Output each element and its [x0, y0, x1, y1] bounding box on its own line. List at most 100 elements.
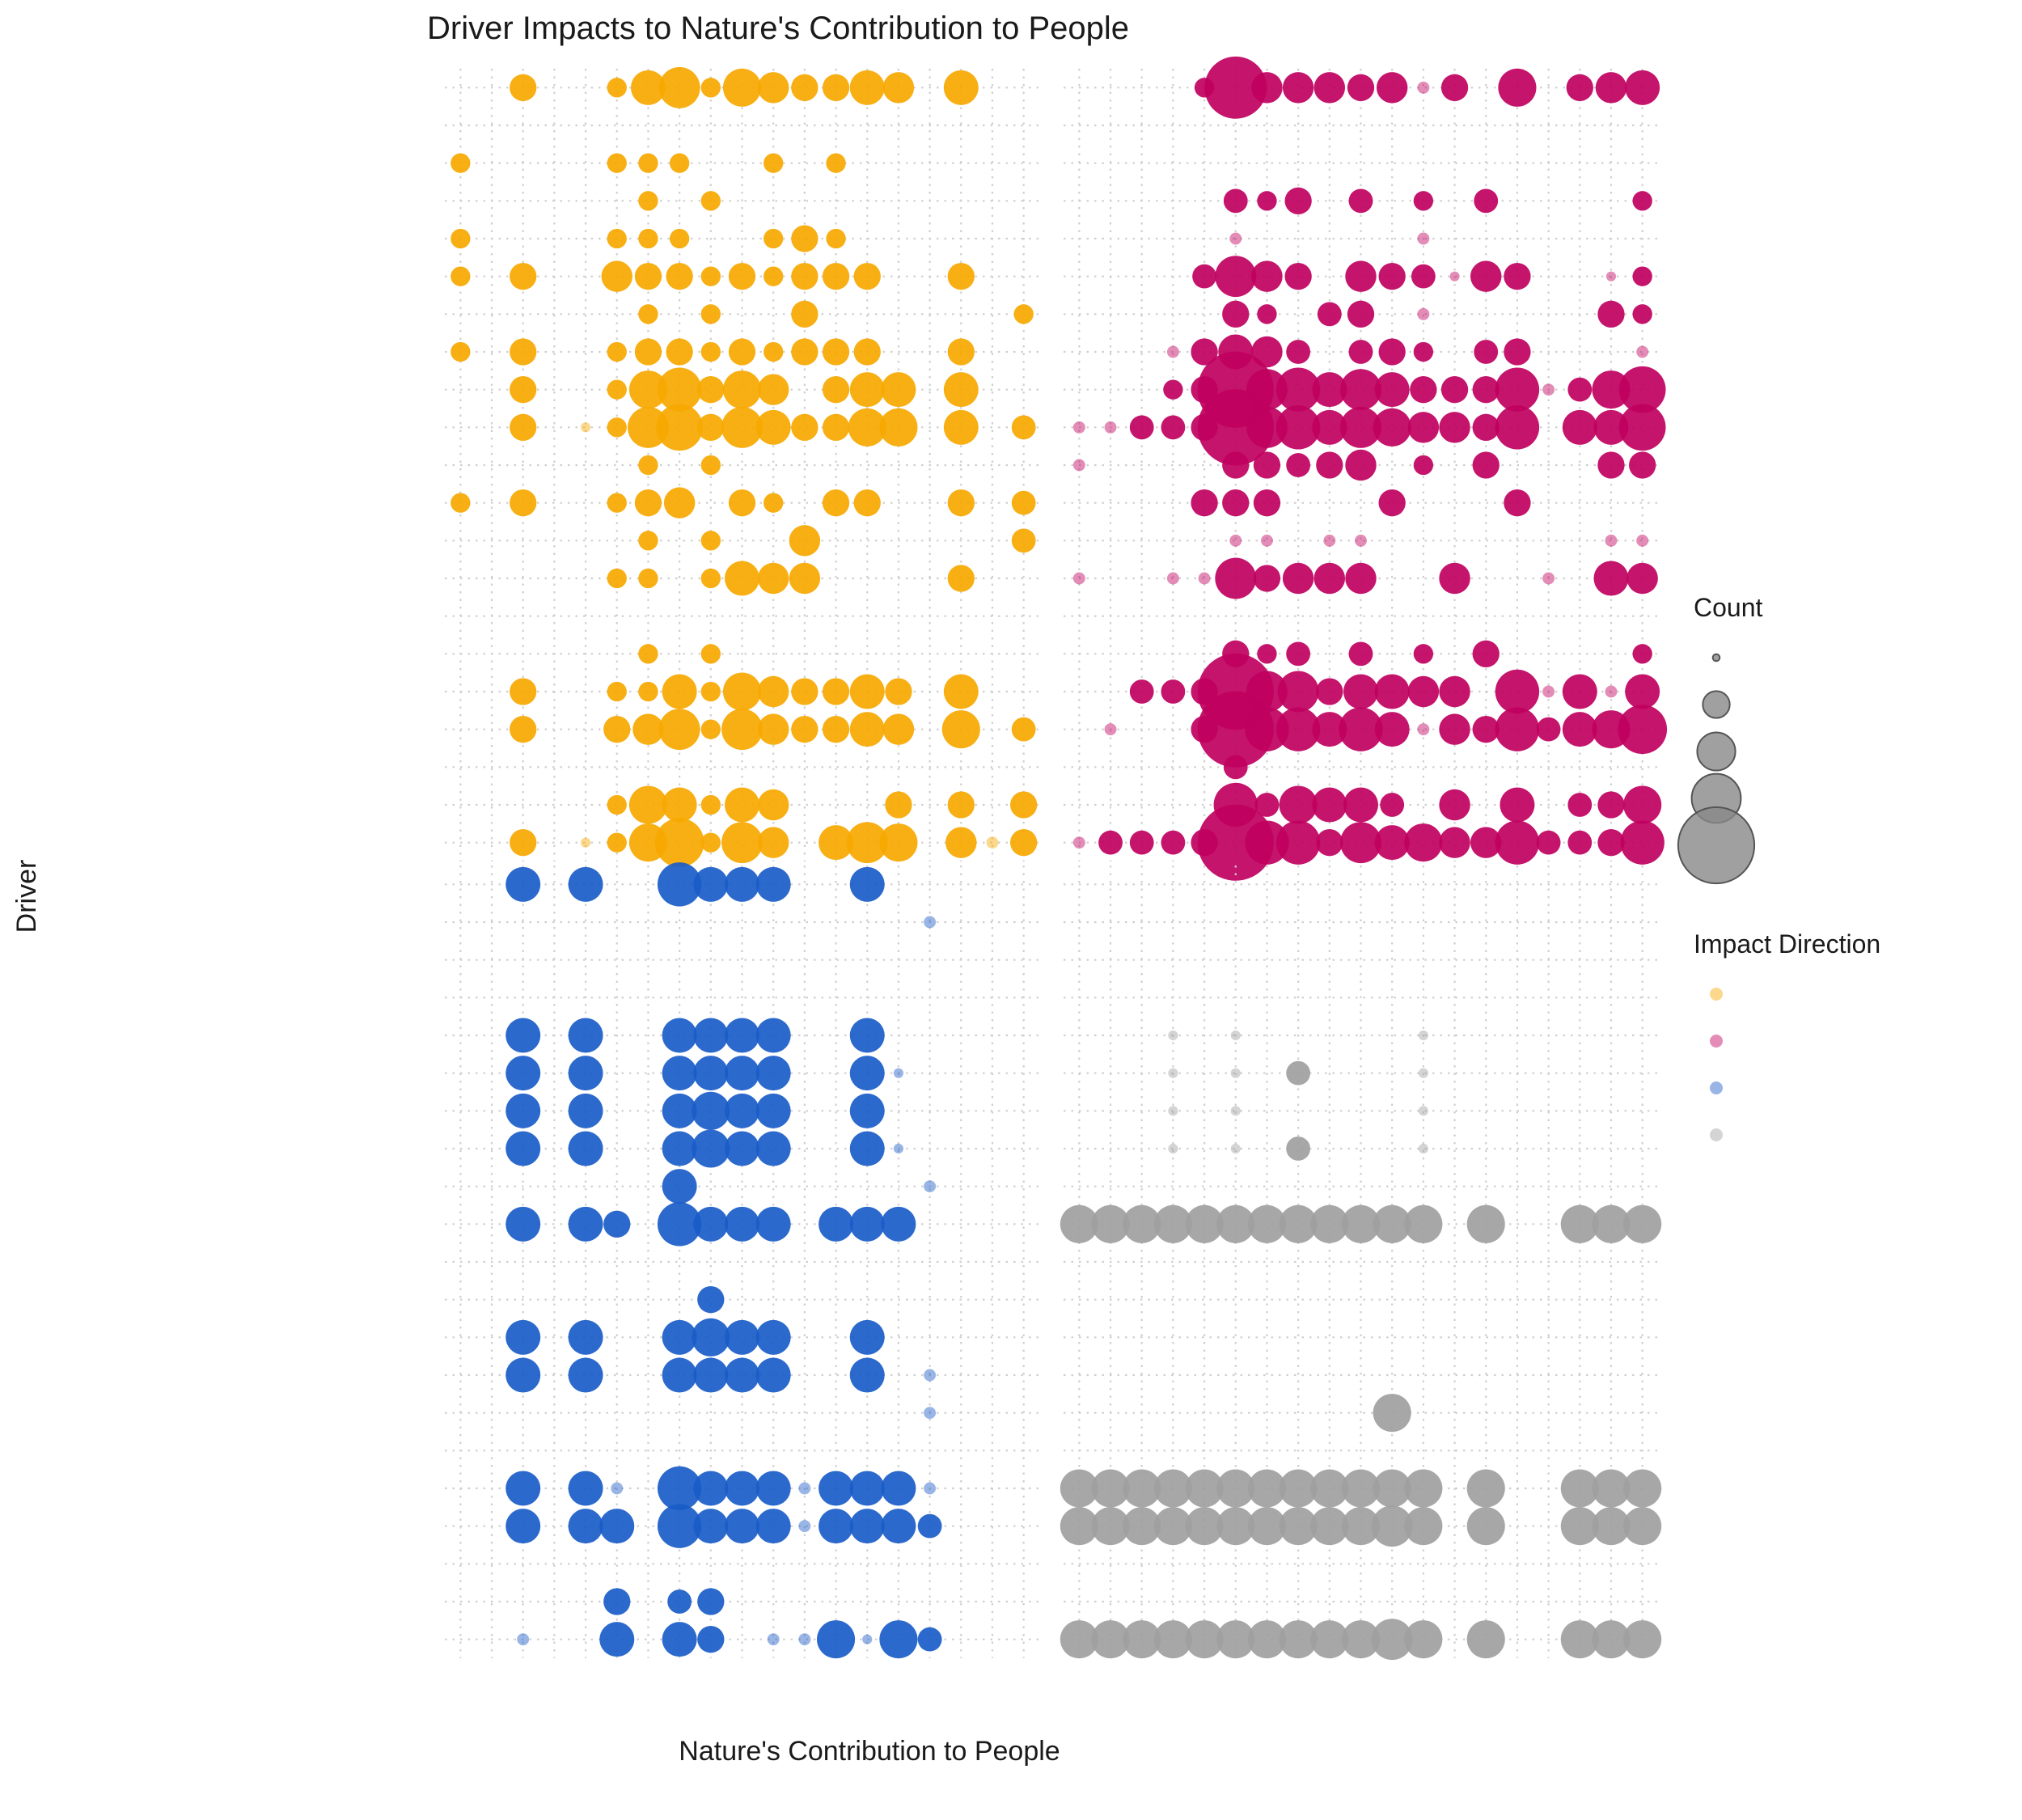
point-precipitation-directional-change-medicinal: [822, 413, 850, 441]
point-precipitation-variability-habitat: [657, 367, 702, 412]
color-legend-key: [1710, 988, 1723, 1001]
point-climate-change-generic-pollination: [1560, 1507, 1599, 1546]
color-legend-key: [1710, 1128, 1723, 1141]
point-precipitation-directional-change-habitat: [656, 404, 703, 451]
point-climate-change-generic-hazards: [693, 1509, 729, 1544]
point-precipitation-variability-pollination: [1567, 377, 1593, 402]
point-climate-change-generic-climate: [510, 716, 537, 743]
point-air-temperature-directional-change-food-feed: [1197, 804, 1274, 881]
point-permafrost-melt-identities: [1345, 449, 1377, 481]
point-sea-ice-area-change-hazards: [692, 1129, 730, 1168]
point-floods-climate: [506, 1357, 541, 1393]
point-hurricanes-hazards: [1323, 534, 1336, 547]
point-ocean-currents-experiences: [1191, 489, 1218, 517]
point-air-temperature-directional-change-options: [1470, 827, 1502, 858]
point-drought-learning: [1373, 1469, 1411, 1508]
point-climate-change-generic-food-feed: [1216, 1507, 1255, 1546]
point-precipitation-variability-food-feed: [607, 379, 627, 400]
point-air-temperature-directional-change-food-feed: [1216, 1620, 1255, 1659]
point-drought-climate: [510, 678, 537, 705]
point-ocean-currents-options: [853, 489, 881, 517]
point-snow-pack-change-options: [1474, 188, 1499, 214]
point-wildfires-water-quality: [1625, 70, 1660, 105]
point-sea-ice-area-change-materials: [1413, 341, 1434, 362]
point-precipitation-directional-change-pollination: [1562, 409, 1597, 445]
point-floods-learning: [757, 562, 789, 595]
point-climate-change-generic-materials: [1404, 1507, 1443, 1546]
point-ocean-currents-learning: [1378, 489, 1406, 517]
point-air-temperature-directional-change-water-quality: [1620, 820, 1665, 865]
point-air-temperature-directional-change-other: [917, 1627, 942, 1652]
point-sea-ice-area-change-medicinal: [822, 338, 850, 366]
point-drought-soil-protection: [1605, 685, 1618, 698]
point-sea-temperature-change-habitat: [666, 263, 693, 290]
point-air-temperature-directional-change-materials: [1404, 823, 1443, 862]
point-sea-ice-area-change-experiences: [568, 1131, 603, 1166]
point-air-temperature-variability-habitat: [1279, 785, 1318, 824]
point-sea-level-rise-water-quality: [1013, 304, 1034, 324]
point-precipitation-directional-change-food-feed: [607, 417, 627, 438]
point-ocean-currents-freshwater: [634, 489, 662, 517]
point-precipitation-directional-change-organisms: [881, 1206, 916, 1242]
point-air-temperature-directional-change-pollination: [945, 827, 977, 858]
point-air-temperature-directional-change-acidification: [1060, 1620, 1098, 1659]
point-sea-ice-area-change-freshwater: [634, 338, 662, 366]
point-climate-change-generic-water-quality: [1623, 1507, 1662, 1546]
point-wildfires-habitat: [658, 66, 700, 108]
point-air-temperature-directional-change-pollination: [1567, 830, 1593, 855]
point-sea-level-rise-experiences: [568, 1093, 603, 1128]
point-air-temperature-directional-change-air-quality: [1091, 1620, 1130, 1659]
point-hurricanes-experiences: [568, 1319, 603, 1355]
point-sea-level-rise-freshwater: [1257, 304, 1277, 324]
point-precipitation-variability-climate: [510, 376, 537, 404]
point-emissions-concentration-change-freshwater: [1257, 644, 1277, 664]
point-floods-learning: [755, 1357, 791, 1393]
point-sea-temperature-change-food-feed: [601, 260, 632, 292]
point-sea-ice-area-change-climate: [506, 1131, 541, 1166]
point-sea-temperature-change-organisms: [893, 1068, 904, 1078]
point-precipitation-directional-change-learning: [755, 1206, 791, 1242]
point-precipitation-directional-change-experiences: [1185, 1204, 1224, 1243]
point-extreme-weather-other: [924, 1407, 937, 1420]
point-seawater-chemistry-options: [849, 1018, 885, 1053]
size-legend-title: Count: [1694, 593, 1763, 622]
point-drought-food-feed: [1216, 1469, 1255, 1508]
point-drought-materials: [798, 1482, 811, 1495]
point-climate-change-generic-identities: [1339, 707, 1383, 751]
point-precipitation-directional-change-organisms: [1495, 405, 1540, 450]
point-sea-level-rise-learning: [755, 1093, 791, 1128]
point-sea-ice-area-change-organisms: [893, 1143, 904, 1154]
point-drought-pollination: [1560, 1469, 1599, 1508]
point-air-temperature-directional-change-food-feed: [599, 1622, 635, 1657]
point-precipitation-variability-pollination: [943, 372, 979, 408]
point-emissions-concentration-change-identities: [1348, 641, 1373, 667]
point-precipitation-directional-change-habitat: [657, 1202, 702, 1246]
point-sea-level-rise-identities: [1347, 300, 1375, 328]
point-emissions-concentration-change-hazards: [700, 644, 721, 664]
point-sea-ice-area-change-options: [1474, 340, 1499, 364]
color-legend-key: [1710, 1081, 1723, 1094]
point-air-temperature-directional-change-medicinal: [817, 1620, 856, 1659]
point-sea-level-rise-options: [849, 1093, 885, 1128]
point-hurricanes-water-quality: [1011, 528, 1036, 553]
point-sea-level-rise-food-feed: [1222, 300, 1250, 328]
point-precipitation-variability-options: [849, 372, 885, 408]
point-wildfires-climate: [510, 74, 537, 101]
point-sea-ice-area-change-identities: [1348, 340, 1373, 364]
point-air-temperature-directional-change-soil-protection: [1597, 829, 1625, 857]
point-air-temperature-directional-change-habitat: [654, 818, 704, 868]
point-precipitation-directional-change-learning: [755, 409, 791, 445]
point-seawater-chemistry-acidification: [451, 228, 471, 249]
point-air-temperature-directional-change-learning: [757, 827, 789, 858]
point-permafrost-melt-acidification: [1072, 459, 1085, 472]
panel-no-change-measured: [1060, 866, 1662, 1661]
point-sea-ice-area-change-identities: [728, 338, 756, 366]
panel-gridlines: [1064, 866, 1658, 1658]
point-precipitation-variability-habitat: [1275, 367, 1321, 412]
point-sea-temperature-change-medicinal: [1449, 271, 1460, 281]
point-air-temperature-variability-soil-protection: [1597, 791, 1625, 819]
point-sea-temperature-change-identities: [728, 263, 756, 290]
point-seawater-chemistry-food-feed: [607, 228, 627, 249]
point-air-temperature-directional-change-options: [862, 1634, 873, 1644]
point-climate-change-generic-options: [849, 712, 885, 747]
